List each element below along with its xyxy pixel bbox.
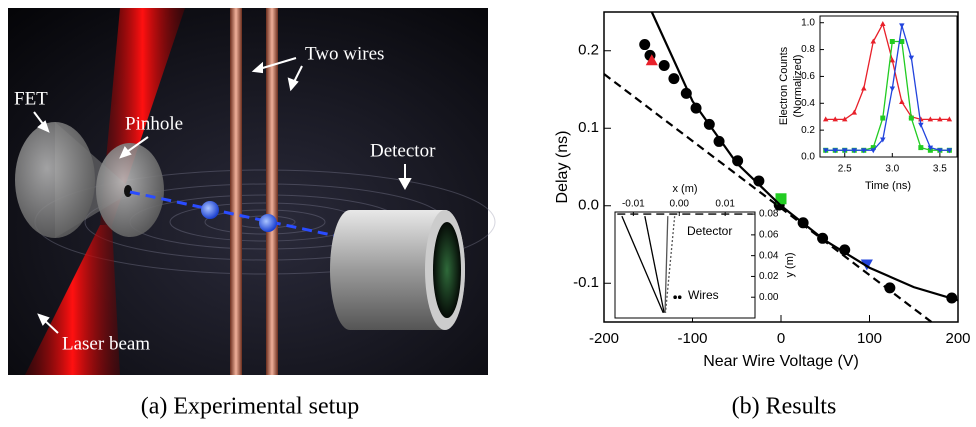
y-tick-label: 0.08 [759,209,779,220]
x-tick-label: 3.5 [933,164,947,175]
x-tick-label: -0.01 [622,199,645,210]
x-tick-label: 100 [857,330,882,347]
electron-bunch [259,214,277,232]
y-tick-label: 0.02 [759,271,779,282]
panel-a-image: Two wires FET Pinhole Detector Laser bea… [8,8,495,375]
y-tick-label: 1.0 [801,17,815,28]
y-tick-label: 0.2 [578,42,599,59]
y-tick-label: -0.1 [573,274,599,291]
y-axis-label: y (m) [784,252,796,277]
data-point [918,145,923,150]
x-axis-label: x (m) [672,183,697,195]
annotation: Detector [687,224,732,238]
x-tick-label: -200 [589,330,619,347]
fet [15,122,95,238]
data-point [659,60,670,71]
y-tick-label: 0.1 [578,119,599,136]
y-tick-label: 0.2 [801,125,815,136]
data-point [673,295,677,299]
x-tick-label: -100 [677,330,707,347]
data-point [880,116,885,121]
caption: (b) Results [732,394,837,420]
annotation: Wires [688,288,719,302]
data-point [668,73,679,84]
x-axis-label: Near Wire Voltage (V) [703,353,859,370]
label: Two wires [305,43,384,64]
x-tick-label: 0.01 [715,199,735,210]
detector-face [433,222,461,318]
data-point [678,295,682,299]
x-tick-label: 2.5 [838,164,852,175]
label: Detector [370,140,436,161]
x-tick-label: 0 [777,330,785,347]
y-axis-label: Delay (ns) [554,131,571,204]
x-tick-label: 0.00 [670,199,690,210]
label: FET [14,88,48,109]
figure: Two wires FET Pinhole Detector Laser bea… [0,0,976,427]
y-tick-label: 0.00 [759,292,779,303]
electron-bunch [201,201,219,219]
data-point [639,39,650,50]
y-axis-label: (Normalized) [792,55,804,118]
y-tick-label: 0.06 [759,230,779,241]
data-point [909,116,914,121]
y-tick-label: 0.0 [801,152,815,163]
data-point [890,39,895,44]
label: Laser beam [62,333,150,354]
y-tick-label: 0.8 [801,44,815,55]
y-axis-label: Electron Counts [778,46,790,125]
y-tick-label: 0.0 [578,197,599,214]
x-tick-label: 3.0 [885,164,899,175]
y-tick-label: 0.04 [759,250,779,261]
caption: (a) Experimental setup [141,394,360,420]
inset-background [820,16,957,157]
wire [230,8,242,375]
x-axis-label: Time (ns) [865,180,911,192]
inset-background [615,212,755,318]
label: Pinhole [125,113,183,134]
x-tick-label: 200 [945,330,970,347]
